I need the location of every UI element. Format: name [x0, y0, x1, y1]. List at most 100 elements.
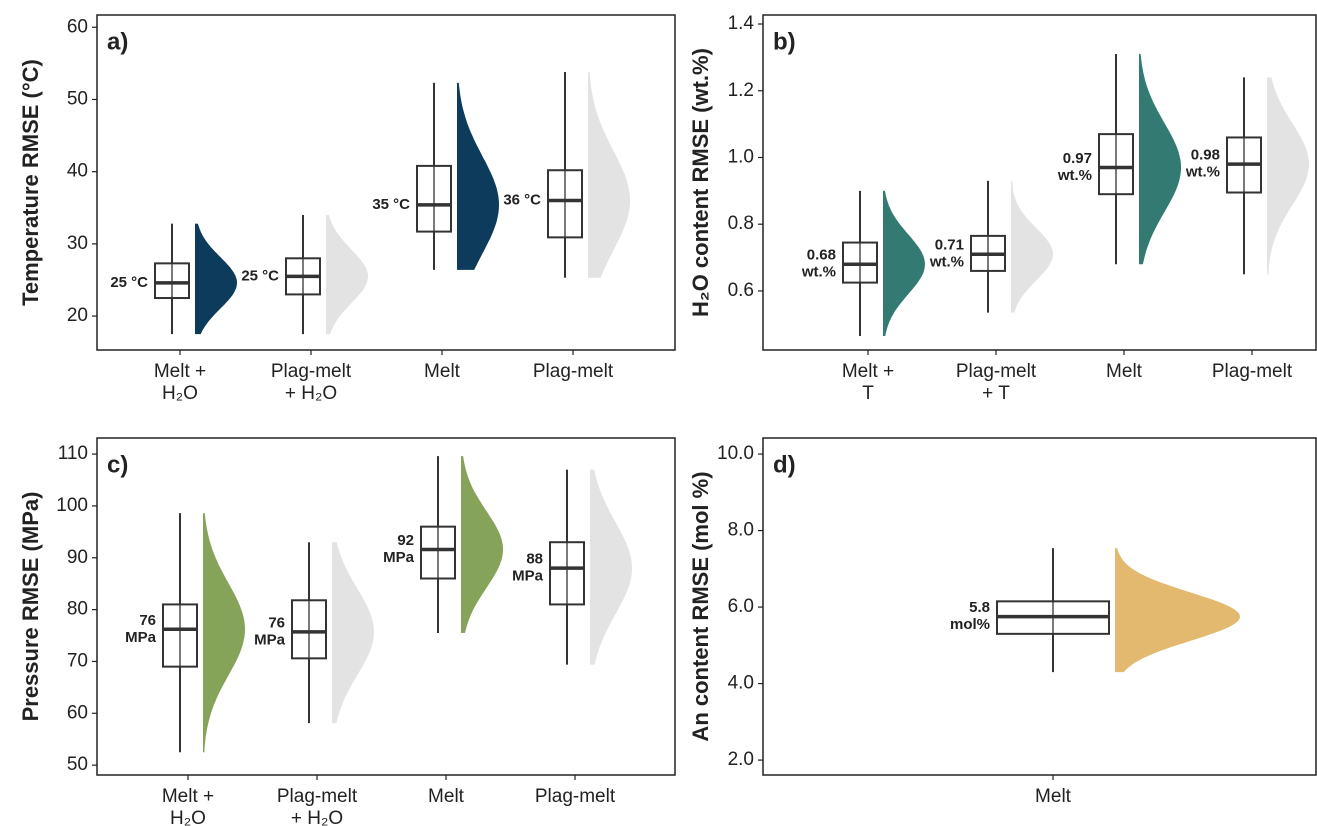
- x-tick-label-line: Plag-melt: [1212, 361, 1293, 382]
- violin: [1011, 180, 1053, 313]
- x-tick-label: Plag-melt + H₂O: [271, 361, 352, 404]
- y-tick-label: 60: [67, 702, 88, 723]
- value-label-line: 25 °C: [241, 267, 279, 284]
- x-tick-label: Melt + H₂O: [154, 361, 206, 404]
- box: [547, 169, 583, 239]
- value-label-line: MPa: [383, 549, 415, 566]
- y-tick-label: 0.6: [728, 280, 754, 301]
- x-tick-label-line: + H₂O: [285, 383, 337, 404]
- y-tick-label: 70: [67, 650, 88, 671]
- plot-frame: [96, 437, 676, 776]
- plot-frame: [96, 14, 676, 351]
- plot-frame: [762, 14, 1317, 351]
- value-label-line: 0.97: [1063, 150, 1092, 167]
- violin: [883, 190, 925, 336]
- box: [154, 262, 190, 300]
- violin: [457, 82, 499, 270]
- value-label: 76 MPa: [125, 612, 157, 646]
- box: [162, 603, 198, 668]
- value-label: 25 °C: [110, 274, 148, 291]
- box: [420, 525, 456, 580]
- value-label-line: 88: [526, 551, 543, 568]
- y-tick-label: 0.8: [728, 213, 754, 234]
- x-tick-label-line: Melt +: [842, 361, 894, 382]
- y-tick-label: 20: [67, 305, 88, 326]
- violin: [588, 72, 630, 278]
- x-tick-label: Plag-melt + H₂O: [277, 786, 358, 826]
- violin: [326, 214, 368, 335]
- x-tick-label: Plag-melt: [1212, 361, 1293, 382]
- value-label-line: 35 °C: [372, 196, 410, 213]
- value-label: 25 °C: [241, 267, 279, 284]
- x-tick-label-line: Plag-melt: [271, 361, 352, 382]
- value-label-line: MPa: [512, 568, 544, 585]
- x-tick-label-line: Melt: [1035, 786, 1072, 807]
- y-tick-label: 30: [67, 233, 88, 254]
- x-tick-label: Melt + H₂O: [162, 786, 214, 826]
- value-label-line: 25 °C: [110, 274, 148, 291]
- value-label: 0.97 wt.%: [1057, 150, 1092, 184]
- value-label: 36 °C: [503, 192, 541, 209]
- value-label: 0.68 wt.%: [801, 247, 836, 281]
- panel-label: d): [773, 451, 796, 478]
- x-tick-label-line: Melt +: [154, 361, 206, 382]
- value-label-line: wt.%: [1057, 167, 1092, 184]
- x-tick-label-line: Plag-melt: [533, 361, 614, 382]
- y-tick-label: 6.0: [728, 596, 754, 617]
- value-label: 5.8 mol%: [950, 599, 990, 633]
- x-tick-label-line: H₂O: [170, 808, 206, 826]
- value-label-line: wt.%: [1185, 164, 1220, 181]
- value-label-line: 0.68: [807, 247, 836, 264]
- violin: [1115, 548, 1240, 673]
- value-label-line: mol%: [950, 616, 990, 633]
- violin: [590, 469, 632, 665]
- box: [1098, 133, 1134, 196]
- y-tick-label: 100: [56, 495, 88, 516]
- x-tick-label: Melt: [1035, 786, 1072, 807]
- value-label-line: wt.%: [801, 264, 836, 281]
- value-label-line: 36 °C: [503, 192, 541, 209]
- box: [291, 599, 327, 660]
- y-tick-label: 50: [67, 88, 88, 109]
- x-tick-label: Plag-melt: [533, 361, 614, 382]
- y-tick-label: 60: [67, 16, 88, 37]
- panel-label: c): [107, 451, 128, 478]
- y-axis-title: Temperature RMSE (°C): [18, 59, 43, 306]
- value-label: 0.71 wt.%: [929, 237, 964, 271]
- y-tick-label: 80: [67, 599, 88, 620]
- value-label-line: MPa: [125, 629, 157, 646]
- y-tick-label: 4.0: [728, 673, 754, 694]
- x-tick-label-line: Melt +: [162, 786, 214, 807]
- x-tick-label: Melt: [428, 786, 465, 807]
- y-tick-label: 1.2: [728, 80, 754, 101]
- value-label-line: 5.8: [969, 599, 990, 616]
- x-tick-label: Plag-melt: [535, 786, 616, 807]
- value-label-line: 76: [268, 614, 285, 631]
- panel-label: a): [107, 28, 128, 55]
- x-tick-label: Plag-melt + T: [956, 361, 1037, 404]
- violin: [1139, 54, 1181, 265]
- box: [549, 541, 585, 606]
- y-tick-label: 90: [67, 547, 88, 568]
- violin: [203, 513, 245, 753]
- x-tick-label-line: Melt: [424, 361, 461, 382]
- violin: [1267, 77, 1309, 275]
- x-tick-label: Melt: [424, 361, 461, 382]
- x-tick-label: Melt + T: [842, 361, 894, 404]
- y-axis-title: An content RMSE (mol %): [688, 471, 713, 741]
- value-label-line: MPa: [254, 631, 286, 648]
- value-label: 88 MPa: [512, 551, 544, 585]
- value-label-line: 0.71: [935, 237, 964, 254]
- x-tick-label-line: Plag-melt: [277, 786, 358, 807]
- y-tick-label: 1.4: [728, 13, 755, 34]
- y-axis-title: H₂O content RMSE (wt.%): [688, 48, 713, 317]
- x-tick-label-line: + H₂O: [291, 808, 343, 826]
- violin: [332, 542, 374, 724]
- x-tick-label-line: H₂O: [162, 383, 198, 404]
- y-tick-label: 50: [67, 754, 88, 775]
- y-tick-label: 10.0: [717, 443, 754, 464]
- box: [416, 164, 452, 233]
- x-tick-label: Melt: [1106, 361, 1143, 382]
- x-tick-label-line: T: [862, 383, 874, 404]
